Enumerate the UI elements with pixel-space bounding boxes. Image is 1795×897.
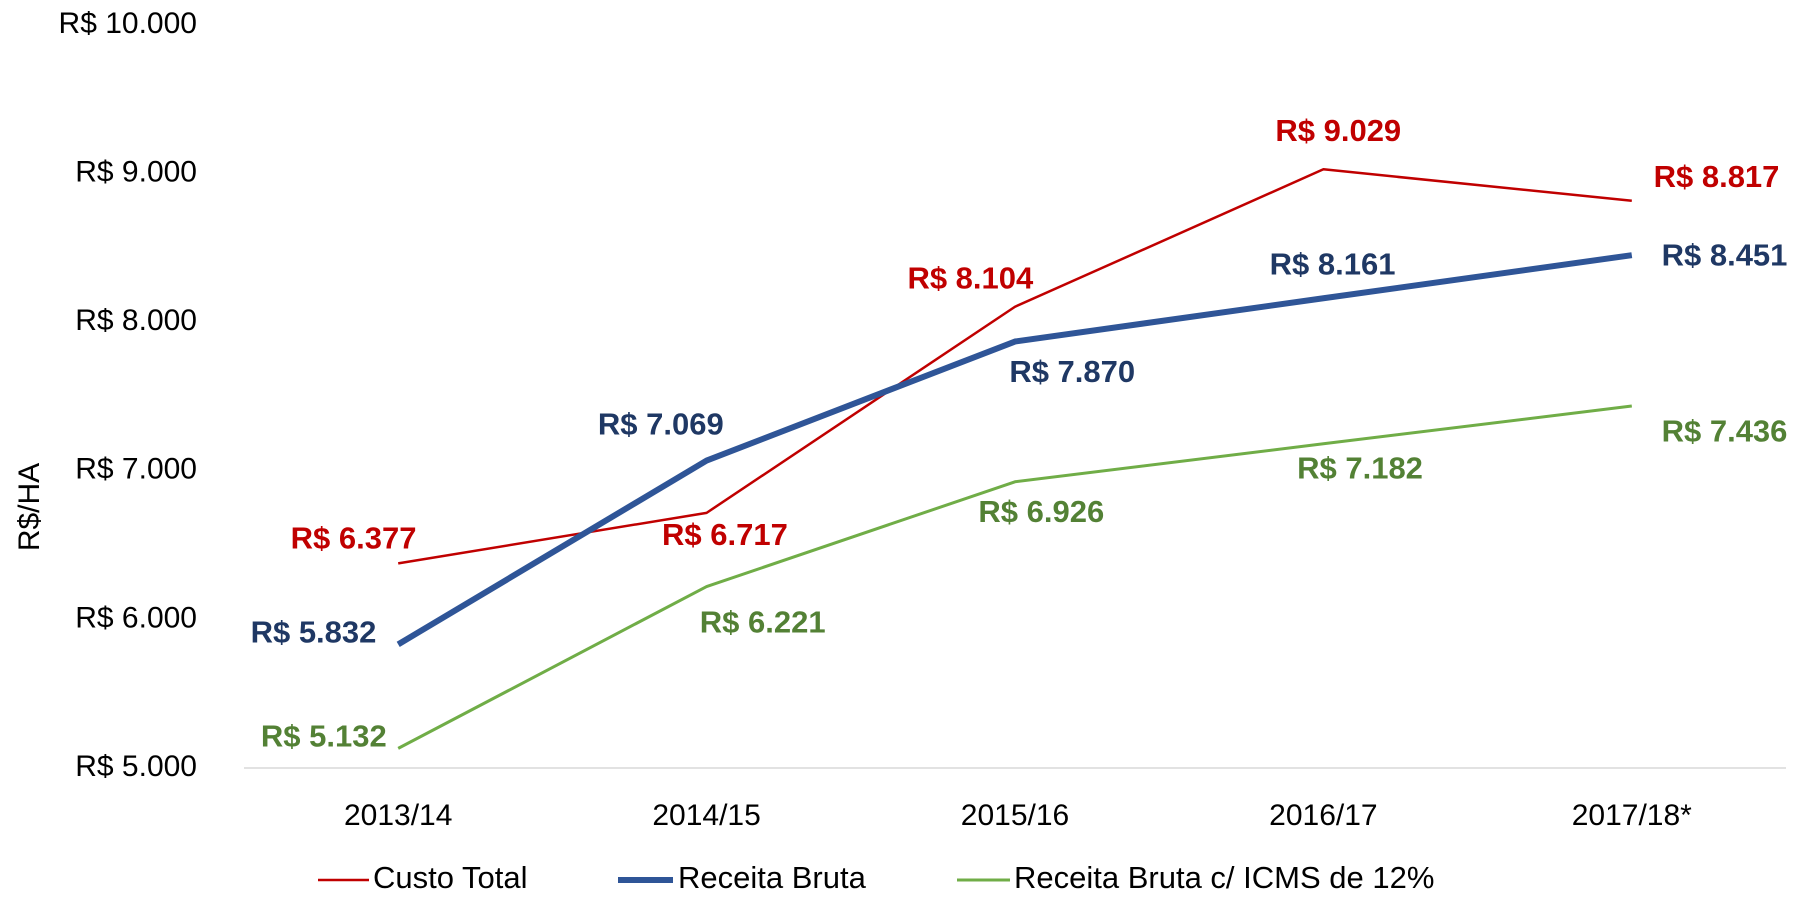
legend-label: Custo Total	[373, 860, 528, 895]
x-tick-label: 2015/16	[961, 799, 1069, 832]
data-label: R$ 7.870	[1009, 354, 1135, 389]
data-label: R$ 8.104	[907, 261, 1034, 296]
data-label: R$ 8.451	[1662, 238, 1788, 273]
data-label: R$ 6.926	[978, 494, 1104, 529]
y-tick-label: R$ 7.000	[75, 453, 197, 486]
series-line	[397, 168, 1632, 565]
data-label: R$ 5.832	[251, 614, 377, 649]
x-tick-label: 2016/17	[1269, 799, 1377, 832]
data-label: R$ 6.221	[700, 605, 826, 640]
series-line	[397, 404, 1632, 750]
data-label: R$ 9.029	[1275, 113, 1401, 148]
data-label: R$ 8.817	[1654, 159, 1780, 194]
y-tick-label: R$ 9.000	[75, 156, 197, 189]
legend-label: Receita Bruta	[678, 860, 867, 895]
y-axis-label: R$/HA	[13, 463, 46, 551]
data-label: R$ 6.377	[291, 521, 417, 556]
x-tick-label: 2017/18*	[1572, 799, 1692, 832]
data-label: R$ 7.069	[598, 406, 724, 441]
y-tick-label: R$ 5.000	[75, 750, 197, 783]
x-tick-label: 2013/14	[344, 799, 452, 832]
data-label: R$ 7.182	[1297, 450, 1423, 485]
data-label: R$ 6.717	[662, 517, 788, 552]
data-label: R$ 8.161	[1270, 246, 1396, 281]
y-tick-label: R$ 10.000	[59, 7, 197, 40]
data-label: R$ 5.132	[261, 718, 387, 753]
series-line	[396, 252, 1633, 647]
x-tick-label: 2014/15	[652, 799, 760, 832]
legend-label: Receita Bruta c/ ICMS de 12%	[1014, 860, 1434, 895]
y-tick-label: R$ 8.000	[75, 304, 197, 337]
data-label: R$ 7.436	[1662, 414, 1788, 449]
y-tick-label: R$ 6.000	[75, 601, 197, 634]
